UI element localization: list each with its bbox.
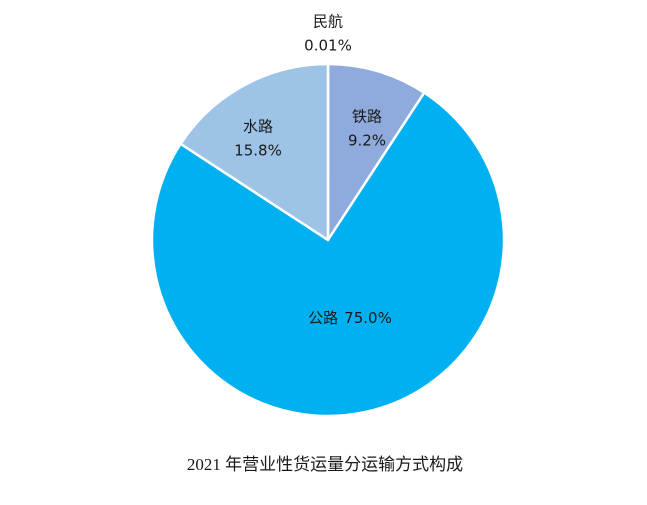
slice-label: 民航	[313, 13, 343, 31]
value-label: 0.01%	[304, 37, 352, 55]
slice-label: 水路	[243, 118, 273, 136]
chart-title: 2021 年营业性货运量分运输方式构成	[187, 455, 463, 474]
category-label: 公路	[308, 309, 338, 327]
value-label: 9.2%	[348, 132, 386, 150]
slice-label: 铁路	[352, 108, 382, 126]
slice-label: 公路 75.0%	[308, 309, 392, 327]
value-label: 75.0%	[344, 309, 392, 327]
value-label: 15.8%	[234, 142, 282, 160]
